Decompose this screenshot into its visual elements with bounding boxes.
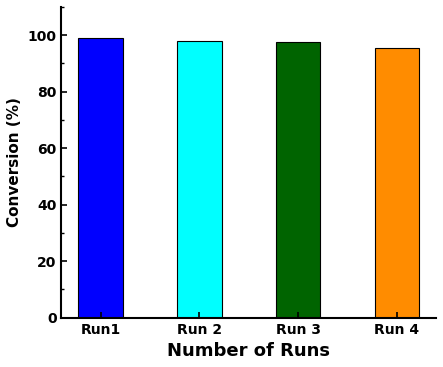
Bar [276, 42, 320, 318]
Bar [375, 48, 419, 318]
Bar [177, 41, 222, 318]
X-axis label: Number of Runs: Number of Runs [167, 342, 330, 360]
Bar [78, 38, 123, 318]
Y-axis label: Conversion (%): Conversion (%) [7, 97, 22, 227]
